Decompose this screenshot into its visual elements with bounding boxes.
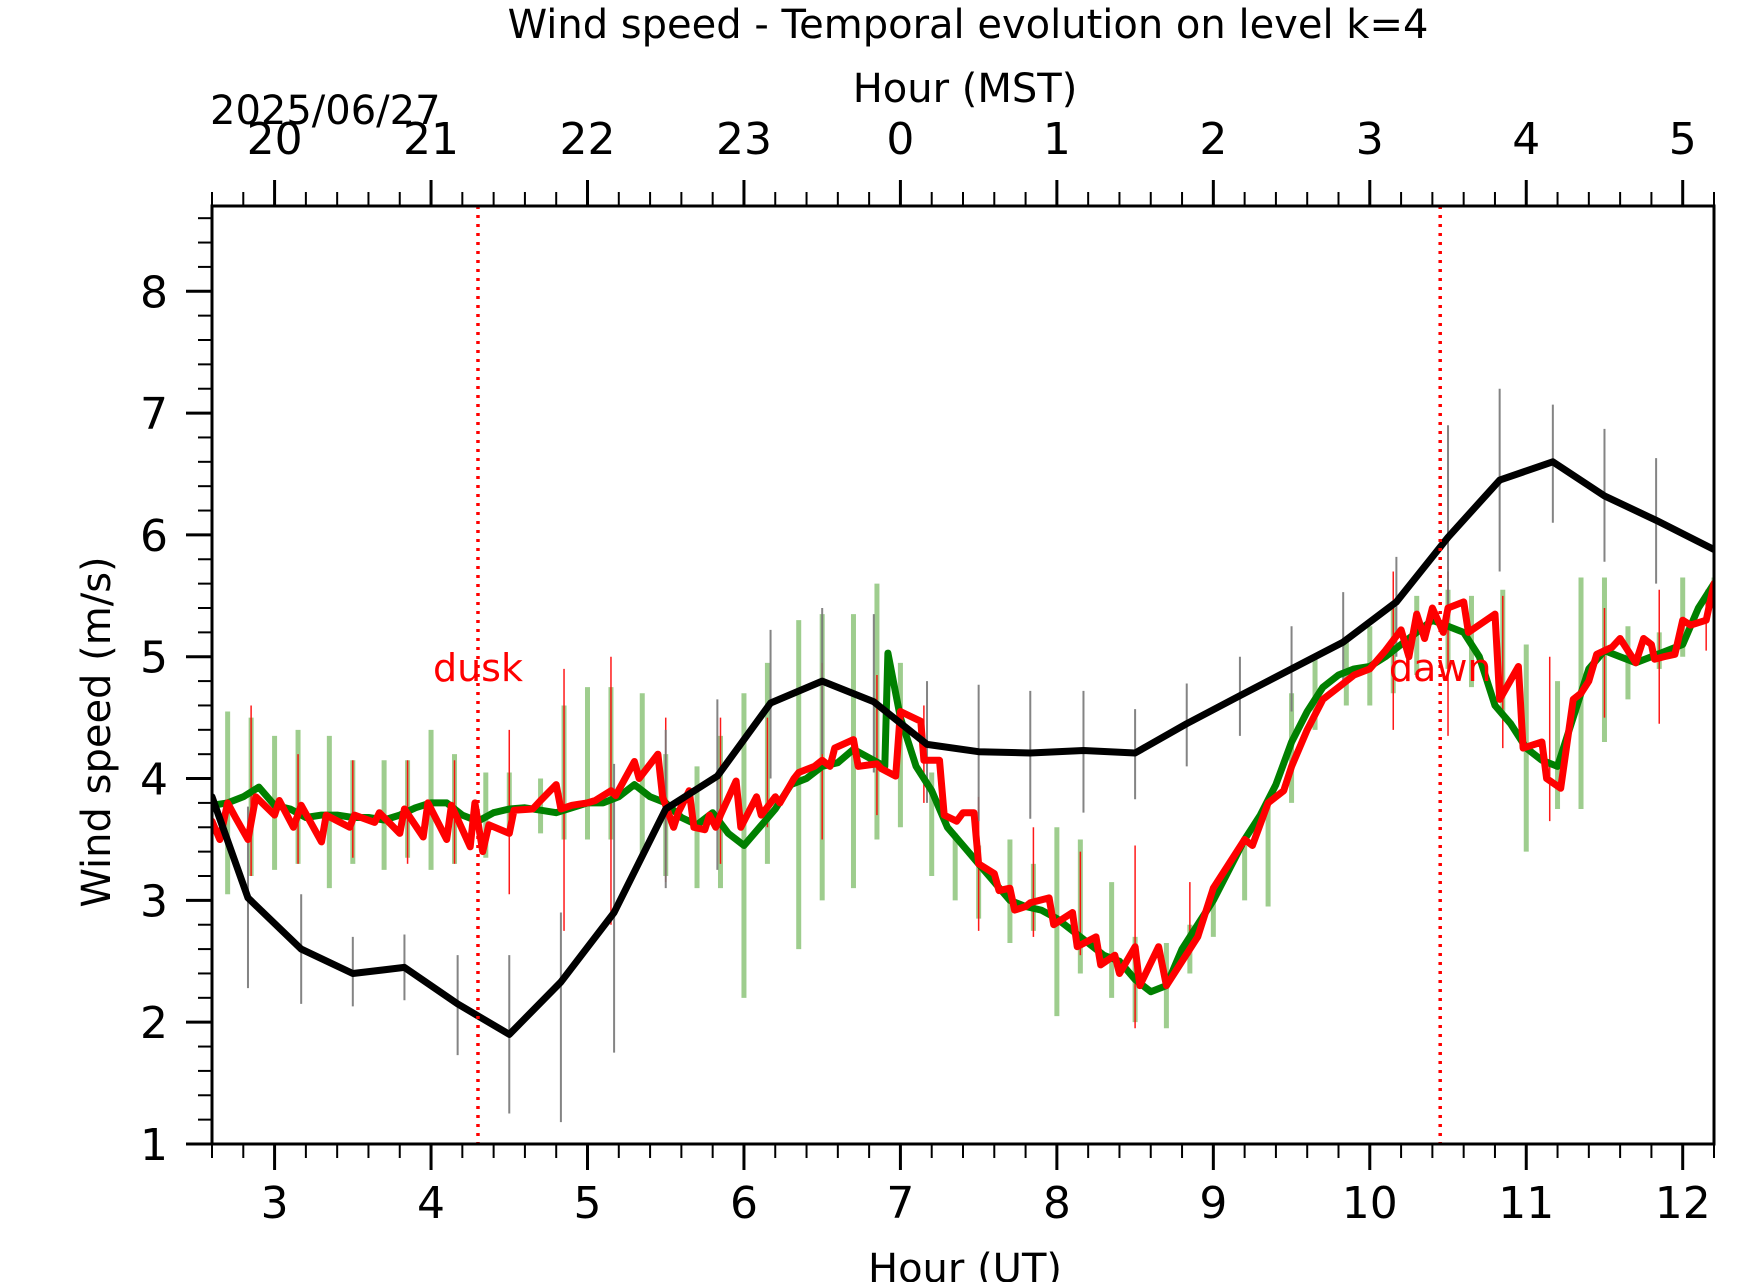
x-tick-label: 11 — [1498, 1178, 1554, 1229]
x-tick-label: 8 — [1043, 1178, 1071, 1229]
y-tick-label: 5 — [140, 633, 168, 684]
annotation-dusk: dusk — [433, 646, 523, 690]
x2-tick-label: 21 — [403, 114, 459, 165]
y-tick-label: 2 — [140, 998, 168, 1049]
x-tick-label: 3 — [261, 1178, 289, 1229]
x-tick-label: 7 — [886, 1178, 914, 1229]
series-line — [212, 458, 1714, 1038]
x2-tick-label: 4 — [1512, 114, 1540, 165]
x-tick-label: 6 — [730, 1178, 758, 1229]
x-tick-label: 12 — [1655, 1178, 1711, 1229]
x2-tick-label: 3 — [1356, 114, 1384, 165]
y-tick-label: 3 — [140, 876, 168, 927]
x2-tick-label: 20 — [247, 114, 303, 165]
y-tick-label: 1 — [140, 1120, 168, 1171]
x-tick-label: 9 — [1199, 1178, 1227, 1229]
y-tick-label: 8 — [140, 267, 168, 318]
y-axis-label: Wind speed (m/s) — [74, 556, 120, 907]
series-line — [212, 580, 1714, 990]
y-tick-label: 7 — [140, 389, 168, 440]
x2-tick-label: 2 — [1199, 114, 1227, 165]
x-tick-label: 5 — [574, 1178, 602, 1229]
series-line — [212, 580, 1714, 996]
y-tick-label: 6 — [140, 511, 168, 562]
x2-tick-label: 5 — [1669, 114, 1697, 165]
x2-tick-label: 23 — [716, 114, 772, 165]
annotation-dawn: dawn — [1389, 646, 1492, 690]
x-axis-label: Hour (UT) — [868, 1246, 1062, 1282]
data-group — [212, 206, 1714, 1144]
date-label: 2025/06/27 — [210, 88, 441, 134]
chart-title: Wind speed - Temporal evolution on level… — [508, 2, 1429, 48]
x2-tick-label: 22 — [560, 114, 616, 165]
y-tick-label: 4 — [140, 755, 168, 806]
x2-tick-label: 0 — [886, 114, 914, 165]
x-tick-label: 10 — [1342, 1178, 1398, 1229]
x2-axis-label: Hour (MST) — [853, 66, 1078, 112]
x-tick-label: 4 — [417, 1178, 445, 1229]
x2-tick-label: 1 — [1043, 114, 1071, 165]
